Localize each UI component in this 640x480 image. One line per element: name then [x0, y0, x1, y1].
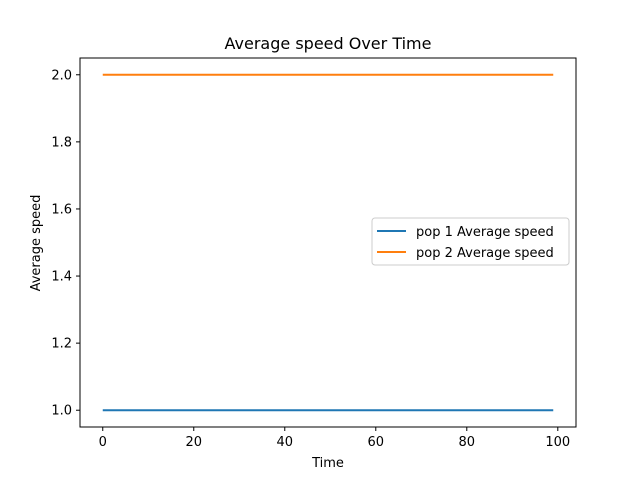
- x-tick-label: 20: [185, 435, 202, 450]
- y-axis: 1.0 1.2 1.4 1.6 1.8 2.0: [51, 68, 80, 419]
- x-axis: 0 20 40 60 80 100: [99, 427, 570, 450]
- x-axis-title: Time: [311, 456, 344, 471]
- chart-title: Average speed Over Time: [225, 34, 432, 53]
- x-tick-label: 80: [459, 435, 476, 450]
- legend-label-1: pop 1 Average speed: [416, 225, 554, 240]
- legend-box: [371, 217, 570, 266]
- legend-label-2: pop 2 Average speed: [416, 246, 554, 261]
- y-tick-label: 1.4: [51, 270, 72, 285]
- series-layer: [102, 73, 554, 412]
- plot-frame: [79, 57, 577, 428]
- x-tick-label: 0: [99, 435, 107, 450]
- plot-area: [79, 57, 577, 428]
- x-tick-label: 40: [276, 435, 293, 450]
- y-axis-title: Average speed: [29, 195, 44, 292]
- x-tick-label: 100: [545, 435, 570, 450]
- y-tick-label: 2.0: [51, 68, 72, 83]
- y-tick-label: 1.8: [51, 135, 72, 150]
- y-tick-label: 1.2: [51, 337, 72, 352]
- x-tick-label: 60: [368, 435, 385, 450]
- y-tick-label: 1.0: [51, 404, 72, 419]
- legend: pop 1 Average speed pop 2 Average speed: [371, 217, 570, 266]
- y-tick-label: 1.6: [51, 202, 72, 217]
